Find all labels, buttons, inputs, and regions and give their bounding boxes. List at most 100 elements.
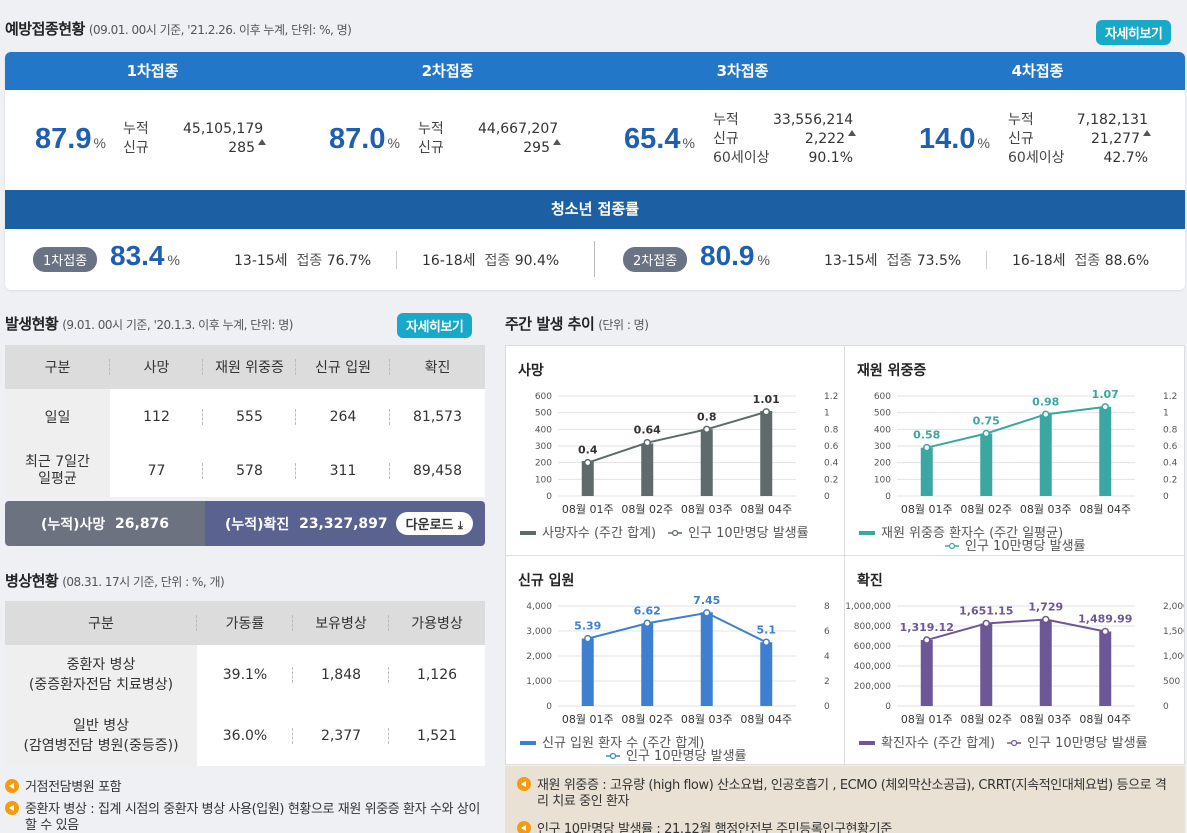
weekly-note-1: 재원 위중증 : 고유량 (high flow) 산소요법, 인공호흡기 , E…: [517, 777, 1177, 810]
legend-swatch-point: [671, 529, 679, 537]
data-point: [584, 458, 592, 467]
data-point: [1042, 410, 1050, 419]
dose-3-percent: 65.4%: [624, 123, 695, 155]
right-tick-label: 0.8: [824, 425, 839, 435]
data-point: [643, 619, 651, 627]
left-tick-label: 400: [535, 425, 552, 435]
data-point: [643, 438, 651, 447]
legend-label: 확진자수 (주간 합계): [881, 736, 995, 751]
legend-swatch-point: [1010, 739, 1018, 747]
right-tick-label: 1.2: [1163, 392, 1177, 402]
beds-note-1: 거점전담병원 포함: [5, 776, 487, 795]
data-label: 0.58: [913, 429, 940, 442]
x-tick-label: 08월 01주: [901, 713, 953, 726]
left-tick-label: 200: [874, 459, 891, 469]
bar: [1039, 619, 1052, 706]
right-tick-label: 1.2: [824, 392, 838, 402]
right-tick-label: 0: [824, 702, 830, 712]
occurrence-title: 발생현황: [5, 315, 59, 333]
x-tick-label: 08월 02주: [621, 503, 673, 516]
col-header: 사망: [110, 345, 203, 389]
legend-label: 인구 10만명당 발생률: [965, 539, 1086, 554]
col-header: 가동률: [197, 601, 293, 645]
left-tick-label: 0: [546, 702, 552, 712]
bar: [1099, 406, 1112, 496]
bar: [920, 640, 933, 706]
table-row: 중환자 병상 (중증환자전담 치료병상) 39.1% 1,848 1,126: [5, 645, 485, 705]
right-tick-label: 0: [1163, 702, 1169, 712]
download-icon: ⤓: [458, 519, 463, 532]
left-tick-label: 100: [535, 475, 552, 485]
data-label: 1.01: [753, 393, 780, 406]
up-arrow-icon: [848, 130, 856, 136]
cell: 77: [110, 445, 203, 497]
chart-title: 확진: [857, 573, 883, 589]
dose-1-stats: 누적 45,105,179 신규 285: [123, 120, 266, 158]
bar: [1039, 414, 1052, 496]
legend-swatch-bar: [520, 531, 536, 535]
cell: 39.1%: [197, 645, 293, 705]
data-label: 1.07: [1092, 388, 1119, 401]
bar: [980, 623, 993, 706]
up-arrow-icon: [258, 139, 266, 145]
dose-body-row: 87.9% 누적 45,105,179 신규 285 87.0% 누적 44,667,…: [5, 90, 1185, 190]
col-header: 가용병상: [389, 601, 485, 645]
bar: [760, 642, 773, 706]
download-button[interactable]: 다운로드 ⤓: [395, 512, 473, 535]
x-tick-label: 08월 03주: [681, 713, 733, 726]
beds-heading: 병상현황 (08.31. 17시 기준, 단위 : %, 개): [5, 570, 225, 591]
data-label: 6.62: [634, 604, 661, 617]
dose-4: 14.0% 누적 7,182,131 신규 21,277 60세이상 42.7%: [890, 90, 1185, 190]
data-point: [584, 634, 592, 643]
dose-4-percent: 14.0%: [919, 123, 990, 155]
x-tick-label: 08월 02주: [960, 503, 1012, 516]
cell: 1,126: [416, 667, 458, 683]
occurrence-more-button[interactable]: 자세히보기: [397, 313, 473, 338]
right-tick-label: 0.4: [1163, 459, 1178, 469]
vaccination-more-button[interactable]: 자세히보기: [1096, 20, 1172, 45]
data-point: [762, 638, 770, 646]
data-point: [923, 443, 931, 452]
x-tick-label: 08월 04주: [1079, 503, 1131, 516]
series-line: [926, 405, 1106, 449]
chart-title: 사망: [518, 363, 544, 379]
right-tick-label: 0.6: [824, 442, 839, 452]
row-label: 일반 병상 (감염병전담 병원(중등증)): [5, 705, 197, 766]
cell: 81,573: [413, 409, 462, 425]
series-line: [926, 618, 1106, 642]
cell: 1,848: [293, 645, 389, 705]
table-header-row: 구분 가동률 보유병상 가용병상: [5, 601, 485, 645]
beds-note-2: 중환자 병상 : 집계 시점의 중환자 병상 사용(입원) 현황으로 재원 위중…: [5, 801, 487, 833]
dose-3-stats: 누적 33,556,214 신규 2,222 60세이상 90.1%: [713, 111, 856, 168]
bar: [641, 443, 654, 496]
x-tick-label: 08월 04주: [1079, 713, 1131, 726]
dose-2: 87.0% 누적 44,667,207 신규 295: [300, 90, 595, 190]
x-tick-label: 08월 01주: [562, 713, 614, 726]
data-point: [1101, 403, 1109, 411]
left-tick-label: 300: [874, 442, 891, 452]
data-label: 0.64: [634, 424, 661, 437]
dose-1: 87.9% 누적 45,105,179 신규 285: [5, 90, 300, 190]
cell: 2,377: [293, 705, 389, 766]
chart-admission-svg: 0 1,000 2,000 3,000 4,000 0 2 4 6 8 08월 01주 08월 02주…: [520, 594, 830, 764]
chart-confirmed-svg: 0 200,000 400,000 600,000 800,000 1,000,000 0 5…: [845, 601, 1184, 751]
col-header: 신규 입원: [296, 345, 390, 389]
row-label: 일일: [5, 389, 110, 445]
data-label: 0.4: [578, 444, 598, 457]
data-point: [1042, 615, 1050, 624]
col-header: 보유병상: [293, 601, 389, 645]
chart-title: 재원 위중증: [857, 363, 927, 379]
right-tick-label: 0.4: [824, 459, 839, 469]
teen-row: 1차접종 83.4% 13-15세 접종 76.7% 16-18세 접종 90.…: [5, 229, 1185, 290]
speaker-icon: [5, 801, 19, 815]
chart-severe-svg: 0 100 200 300 400 500 600 0 0.2 0.4 0.6 0.8 1 1.2 08월 …: [859, 388, 1178, 554]
data-point: [703, 425, 711, 434]
bar: [700, 612, 713, 706]
data-label: 0.98: [1032, 395, 1059, 408]
bar: [980, 433, 993, 496]
dose-4-stats: 누적 7,182,131 신규 21,277 60세이상 42.7%: [1008, 111, 1151, 168]
teen-second-percent: 80.9%: [700, 240, 770, 271]
right-tick-label: 1,000: [1163, 652, 1184, 662]
left-tick-label: 800,000: [854, 622, 891, 632]
legend-label: 재원 위중증 환자수 (주간 일평균): [881, 526, 1063, 541]
